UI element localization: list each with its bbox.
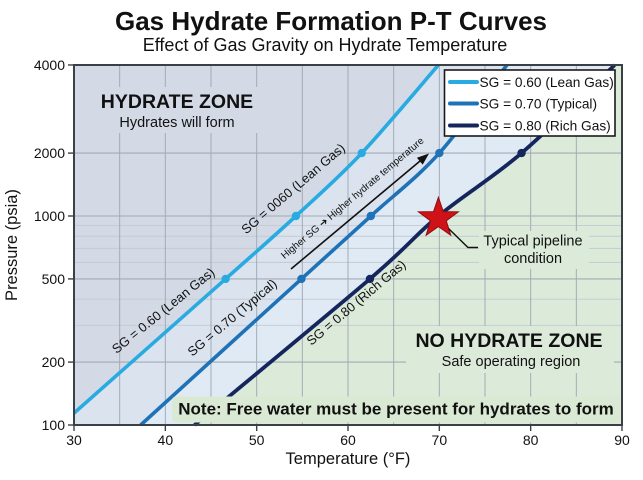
x-tick-label-40: 40 [158, 432, 174, 448]
marker-sg-0.7-1000 [366, 211, 376, 221]
x-axis-title: Temperature (°F) [286, 450, 411, 468]
no-hydrate-zone-label-bg [406, 326, 614, 373]
x-tick-label-70: 70 [432, 432, 448, 448]
star-marker [416, 195, 460, 237]
legend-label-sg060: SG = 0.60 (Lean Gas) [480, 75, 614, 90]
marker-sg-0.7-2000 [435, 148, 444, 158]
no-hydrate-zone-subtitle: Safe operating region [442, 354, 581, 370]
marker-sg-0.6-1000 [291, 211, 301, 221]
legend-label-sg080: SG = 0.80 (Rich Gas) [480, 119, 611, 134]
note-text: Note: Free water must be present for hyd… [178, 400, 613, 419]
hydrate-zone-label-bg [92, 87, 262, 133]
marker-sg-0.6-500 [221, 274, 230, 284]
star-layer [416, 195, 460, 237]
marker-sg-0.8-500 [365, 274, 375, 284]
chart-subtitle: Effect of Gas Gravity on Hydrate Tempera… [143, 35, 508, 55]
y-tick-label-500: 500 [42, 271, 66, 287]
marker-sg-0.7-500 [297, 274, 306, 284]
y-axis-title: Pressure (psia) [3, 189, 21, 301]
chart-title: Gas Hydrate Formation P-T Curves [115, 6, 547, 36]
hydrate-zone-subtitle: Hydrates will form [119, 115, 234, 131]
y-tick-label-100: 100 [42, 417, 66, 433]
annotation-arrow-line [290, 159, 423, 270]
axis-ticks: 30 40 50 60 70 80 90 4000 2000 1000 500 200 100 [34, 57, 630, 448]
marker-sg-0.6-2000 [357, 148, 366, 158]
y-tick-label-2000: 2000 [34, 145, 65, 161]
x-tick-label-50: 50 [249, 432, 265, 448]
x-tick-label-30: 30 [66, 432, 82, 448]
y-tick-label-1000: 1000 [34, 208, 65, 224]
marker-sg-0.8-2000 [517, 148, 526, 158]
legend-label-sg070: SG = 0.70 (Typical) [480, 97, 598, 112]
pipeline-label-bg [479, 231, 589, 269]
pipeline-label-line2: condition [504, 251, 562, 267]
pipeline-pointer-line [448, 227, 478, 249]
curve-sg-0.6 [72, 63, 440, 415]
x-tick-label-90: 90 [614, 432, 630, 448]
hydrate-zone-title: HYDRATE ZONE [101, 91, 253, 113]
annotation-arrowhead [416, 153, 429, 165]
no-hydrate-zone-title: NO HYDRATE ZONE [415, 330, 602, 352]
pipeline-label-line1: Typical pipeline [483, 234, 582, 250]
note-bg [172, 396, 620, 423]
x-tick-label-80: 80 [523, 432, 539, 448]
y-tick-label-4000: 4000 [34, 57, 65, 73]
y-tick-label-200: 200 [42, 354, 66, 370]
x-tick-label-60: 60 [340, 432, 356, 448]
